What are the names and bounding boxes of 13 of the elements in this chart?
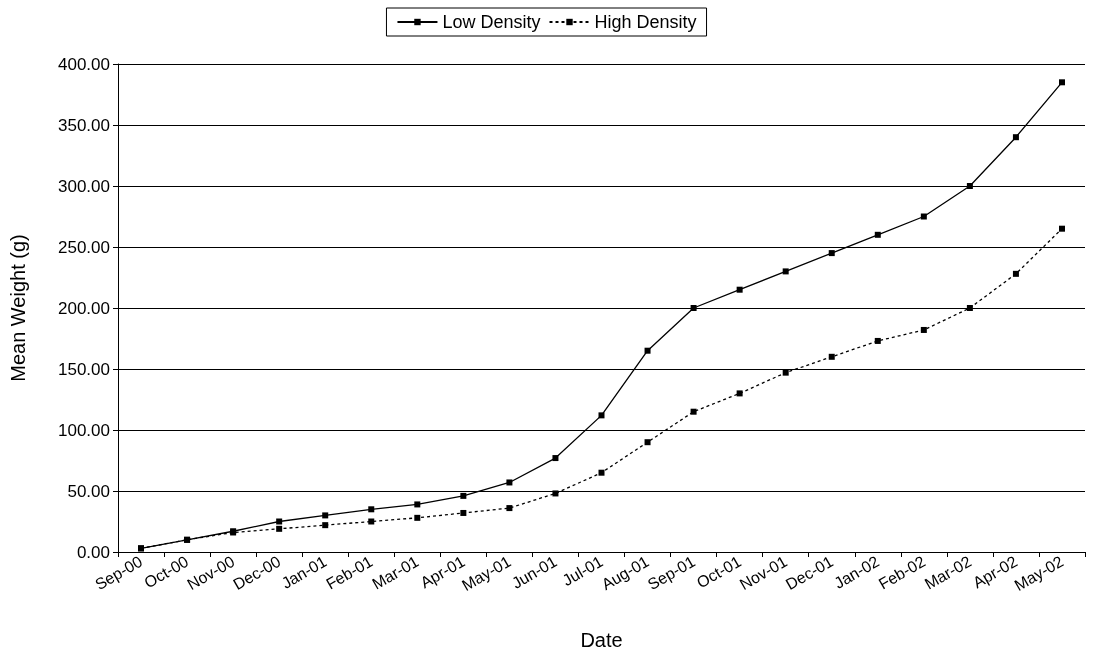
legend-label: Low Density: [442, 12, 541, 32]
y-tick-label: 100.00: [58, 420, 110, 440]
x-axis-title: Date: [580, 629, 623, 651]
y-tick-label: 300.00: [58, 176, 110, 196]
legend-label: High Density: [594, 12, 697, 32]
y-tick-label: 150.00: [58, 359, 110, 379]
y-tick-label: 400.00: [58, 54, 110, 74]
y-axis-title: Mean Weight (g): [7, 234, 29, 382]
y-tick-label: 50.00: [67, 481, 110, 501]
y-tick-label: 250.00: [58, 237, 110, 257]
y-tick-label: 350.00: [58, 115, 110, 135]
y-tick-label: 0.00: [76, 542, 110, 562]
y-tick-label: 200.00: [58, 298, 110, 318]
